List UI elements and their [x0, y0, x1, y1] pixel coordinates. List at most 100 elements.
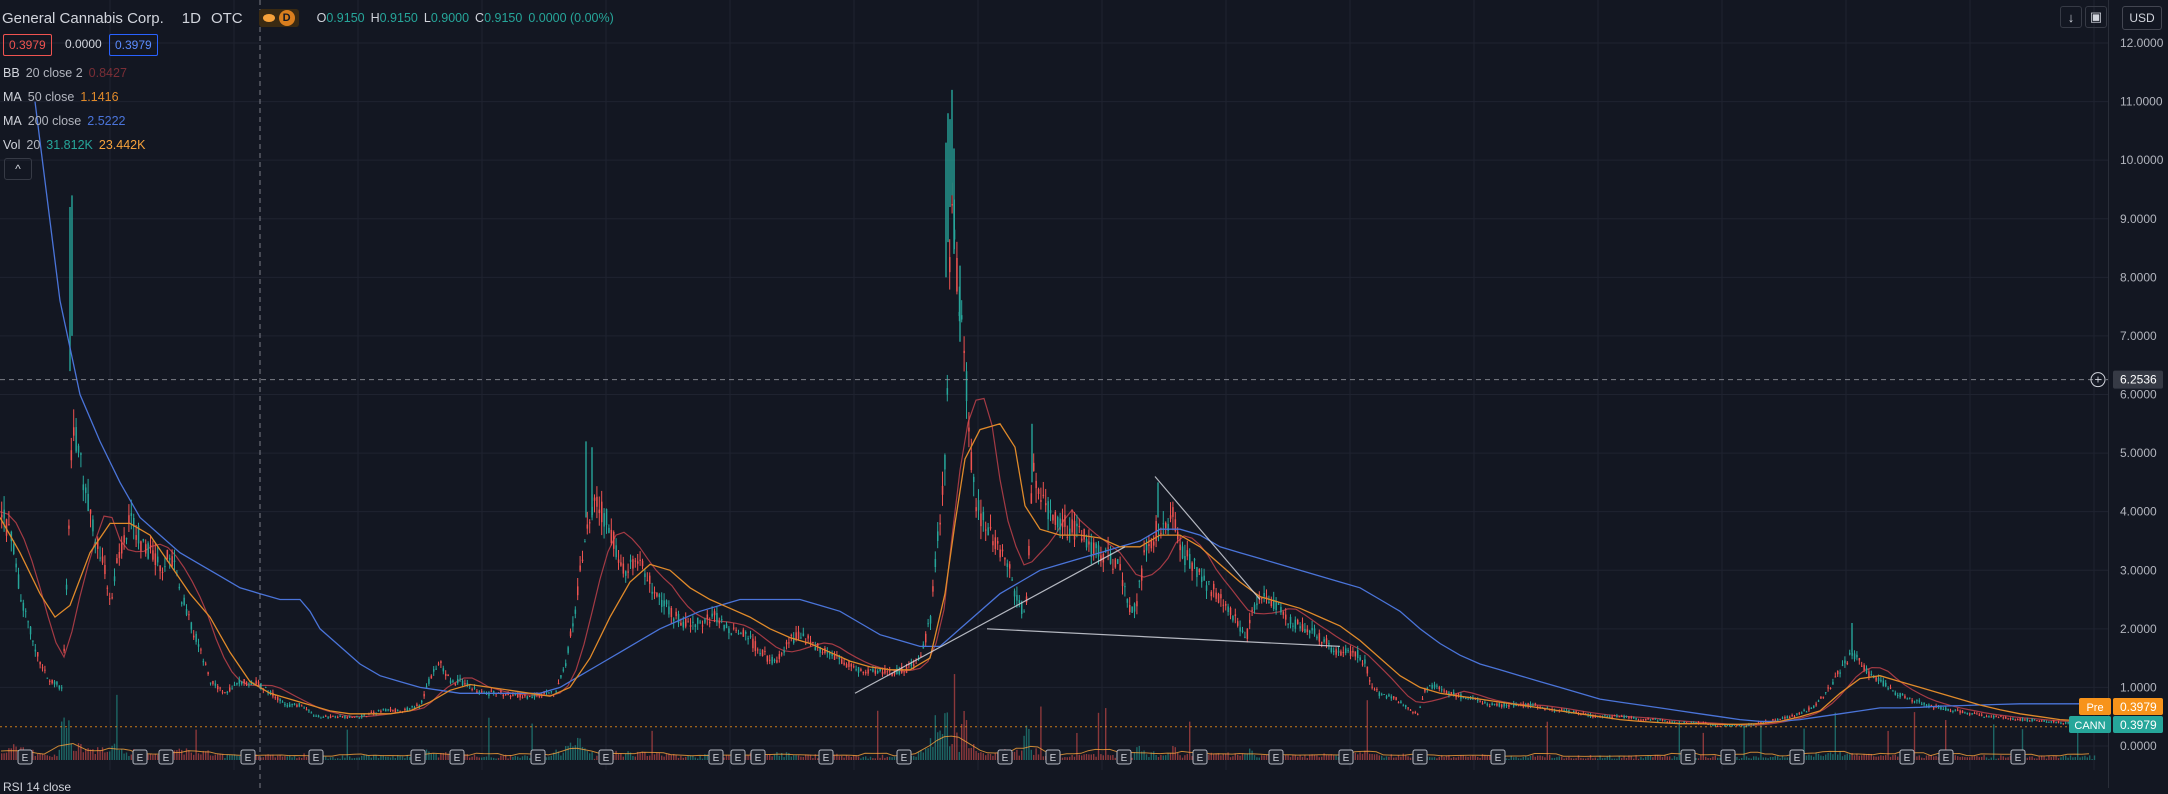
candle-body	[709, 622, 711, 624]
indicator-volume[interactable]: Vol 20 31.812K 23.442K	[3, 138, 146, 152]
candle-body	[1465, 698, 1467, 700]
fullscreen-button[interactable]: ▣	[2085, 6, 2107, 28]
candle-body	[1001, 549, 1004, 552]
candle-body	[1997, 717, 2000, 719]
volume-bar	[1861, 755, 1863, 760]
volume-bar	[1671, 758, 1673, 760]
candle-body	[466, 683, 469, 686]
candle-body	[1565, 710, 1568, 712]
volume-bar	[1520, 758, 1522, 760]
volume-bar	[874, 758, 876, 760]
volume-bar	[473, 754, 476, 760]
volume-bar	[149, 753, 152, 760]
candle-body	[1685, 722, 1688, 724]
volume-bar	[1541, 756, 1544, 760]
candle-body	[1124, 586, 1126, 588]
volume-bar	[992, 755, 994, 760]
volume-bar	[2026, 757, 2028, 760]
volume-bar	[845, 755, 848, 760]
volume-bar	[1563, 758, 1565, 760]
volume-bar	[1585, 758, 1587, 760]
collapse-indicators-button[interactable]: ^	[4, 158, 32, 180]
rsi-pane-label[interactable]: RSI 14 close	[3, 780, 72, 794]
candle-body	[987, 527, 989, 536]
volume-bar	[428, 751, 430, 760]
volume-bar	[1889, 756, 1892, 760]
candle-body	[1937, 705, 1940, 709]
candle-body	[1253, 604, 1256, 611]
candle-body	[1071, 519, 1073, 533]
candle-body	[1061, 519, 1064, 528]
candle-body	[185, 609, 188, 615]
candle-body	[1846, 662, 1849, 664]
candle-body	[488, 692, 490, 696]
candle-body	[1419, 707, 1421, 709]
candle-body	[322, 716, 325, 718]
candle-body	[1109, 552, 1112, 564]
symbol-name[interactable]: General Cannabis Corp.	[2, 9, 164, 27]
candle-body	[118, 552, 121, 559]
volume-bar	[697, 758, 699, 760]
currency-selector[interactable]: USD	[2122, 6, 2162, 30]
candle-body	[605, 509, 608, 525]
candle-body	[1834, 676, 1837, 678]
volume-bar	[1402, 753, 1404, 760]
volume-bar	[699, 756, 701, 760]
candle-body	[1011, 579, 1013, 581]
volume-bar	[1568, 756, 1570, 760]
candle-body	[773, 659, 776, 662]
candle-body	[1057, 517, 1059, 528]
candle-body	[327, 717, 329, 719]
ask-price-box[interactable]: 0.3979	[109, 34, 158, 56]
candle-body	[1762, 722, 1765, 724]
volume-bar	[1162, 755, 1164, 760]
y-tick-label: 11.0000	[2120, 95, 2163, 109]
volume-bar	[920, 750, 922, 760]
volume-bar	[1673, 756, 1676, 760]
candle-body	[397, 710, 399, 712]
candle-body	[845, 663, 848, 668]
candle-body	[346, 716, 349, 719]
volume-bar	[915, 756, 917, 760]
candle-body	[620, 562, 622, 566]
candle-body	[1133, 603, 1136, 612]
bid-price-box[interactable]: 0.3979	[3, 34, 52, 56]
volume-bar	[1534, 756, 1536, 760]
candle-body	[538, 695, 541, 697]
candle-body	[1911, 700, 1913, 702]
candle-body	[1553, 710, 1556, 712]
volume-bar	[1993, 724, 1995, 760]
indicator-ma200[interactable]: MA 200 close 2.5222	[3, 114, 126, 128]
candle-body	[452, 680, 454, 682]
candle-body	[1150, 539, 1153, 549]
candle-body	[284, 703, 286, 706]
interval-label[interactable]: 1D	[181, 9, 201, 27]
volume-bar	[435, 753, 437, 760]
volume-bar	[1232, 756, 1234, 760]
candle-body	[721, 619, 723, 621]
candle-body	[370, 712, 373, 714]
indicator-ma50[interactable]: MA 50 close 1.1416	[3, 90, 119, 104]
candle-body	[85, 487, 87, 493]
volume-bar	[1760, 722, 1762, 760]
volume-bar	[1645, 756, 1647, 760]
candle-body	[1741, 725, 1743, 727]
volume-bar	[65, 727, 68, 760]
volume-bar	[879, 757, 881, 760]
delayed-data-badge[interactable]: D	[258, 9, 299, 27]
volume-bar	[968, 748, 970, 760]
earnings-marker	[730, 749, 746, 765]
volume-bar	[514, 755, 516, 760]
download-button[interactable]: ↓	[2060, 6, 2082, 28]
indicator-bb[interactable]: BB 20 close 2 0.8427	[3, 66, 127, 80]
volume-bar	[1611, 758, 1613, 760]
candle-body	[1244, 636, 1246, 638]
candle-body	[63, 648, 65, 652]
volume-bar	[53, 754, 56, 760]
volume-bar	[651, 730, 653, 760]
candle-body	[1030, 493, 1033, 504]
candle-body	[1028, 545, 1030, 556]
volume-bar	[284, 755, 286, 760]
candle-body	[92, 519, 94, 532]
